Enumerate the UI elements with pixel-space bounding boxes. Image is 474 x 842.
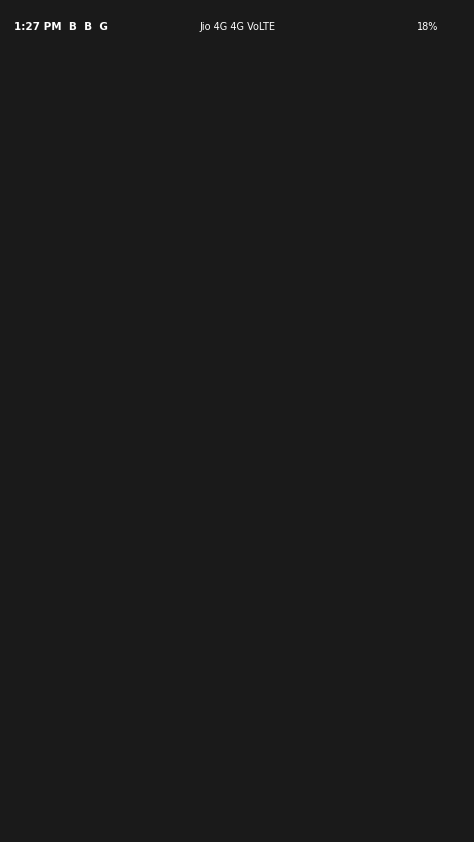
Text: Symbol: Symbol	[242, 280, 304, 296]
Text: 18%: 18%	[417, 23, 438, 32]
Text: 1.  Formula of hydrogen chloride: 1. Formula of hydrogen chloride	[14, 83, 316, 100]
Text: Formula : H: Formula : H	[21, 370, 122, 387]
Text: S: S	[377, 370, 388, 387]
Text: 1: 1	[264, 506, 275, 523]
Text: 3.  Formula of carbon tetrachloride: 3. Formula of carbon tetrachloride	[14, 410, 337, 429]
Text: S: S	[389, 280, 400, 296]
Text: 1: 1	[108, 338, 118, 354]
Text: O: O	[149, 370, 163, 387]
Text: O: O	[155, 280, 169, 296]
Text: Symbol: Symbol	[114, 448, 176, 465]
Text: C: C	[210, 448, 222, 465]
Text: Cl: Cl	[261, 448, 279, 465]
Text: 2.  Formula of hydrogen sulphide: 2. Formula of hydrogen sulphide	[14, 244, 319, 263]
Text: Symbol: Symbol	[14, 280, 77, 296]
Text: H: H	[108, 280, 123, 296]
Text: Valency: Valency	[14, 338, 79, 354]
Text: 2: 2	[366, 381, 374, 395]
Text: Cl: Cl	[265, 114, 283, 131]
Text: Formula : H: Formula : H	[249, 370, 350, 387]
Text: 4: 4	[210, 506, 220, 523]
Text: 2: 2	[160, 338, 171, 354]
Text: 2: 2	[392, 338, 403, 354]
Text: Valency: Valency	[114, 173, 179, 190]
Text: 4: 4	[246, 553, 254, 566]
Text: 1: 1	[268, 173, 278, 190]
Text: 1:27 PM  B  B  G: 1:27 PM B B G	[14, 23, 108, 32]
Text: H: H	[211, 114, 226, 131]
Text: 2: 2	[139, 381, 147, 395]
Text: Formula : CCl: Formula : CCl	[121, 542, 238, 559]
Text: 1: 1	[211, 173, 221, 190]
Text: Valency: Valency	[242, 338, 307, 354]
Text: Formula of the compound would be HCl.: Formula of the compound would be HCl.	[14, 210, 386, 228]
Text: Valency: Valency	[114, 506, 179, 523]
Text: 1: 1	[337, 338, 347, 354]
Text: Symbol: Symbol	[114, 114, 176, 131]
Text: Jio 4G 4G VoLTE: Jio 4G 4G VoLTE	[199, 23, 275, 32]
Text: H: H	[337, 280, 351, 296]
